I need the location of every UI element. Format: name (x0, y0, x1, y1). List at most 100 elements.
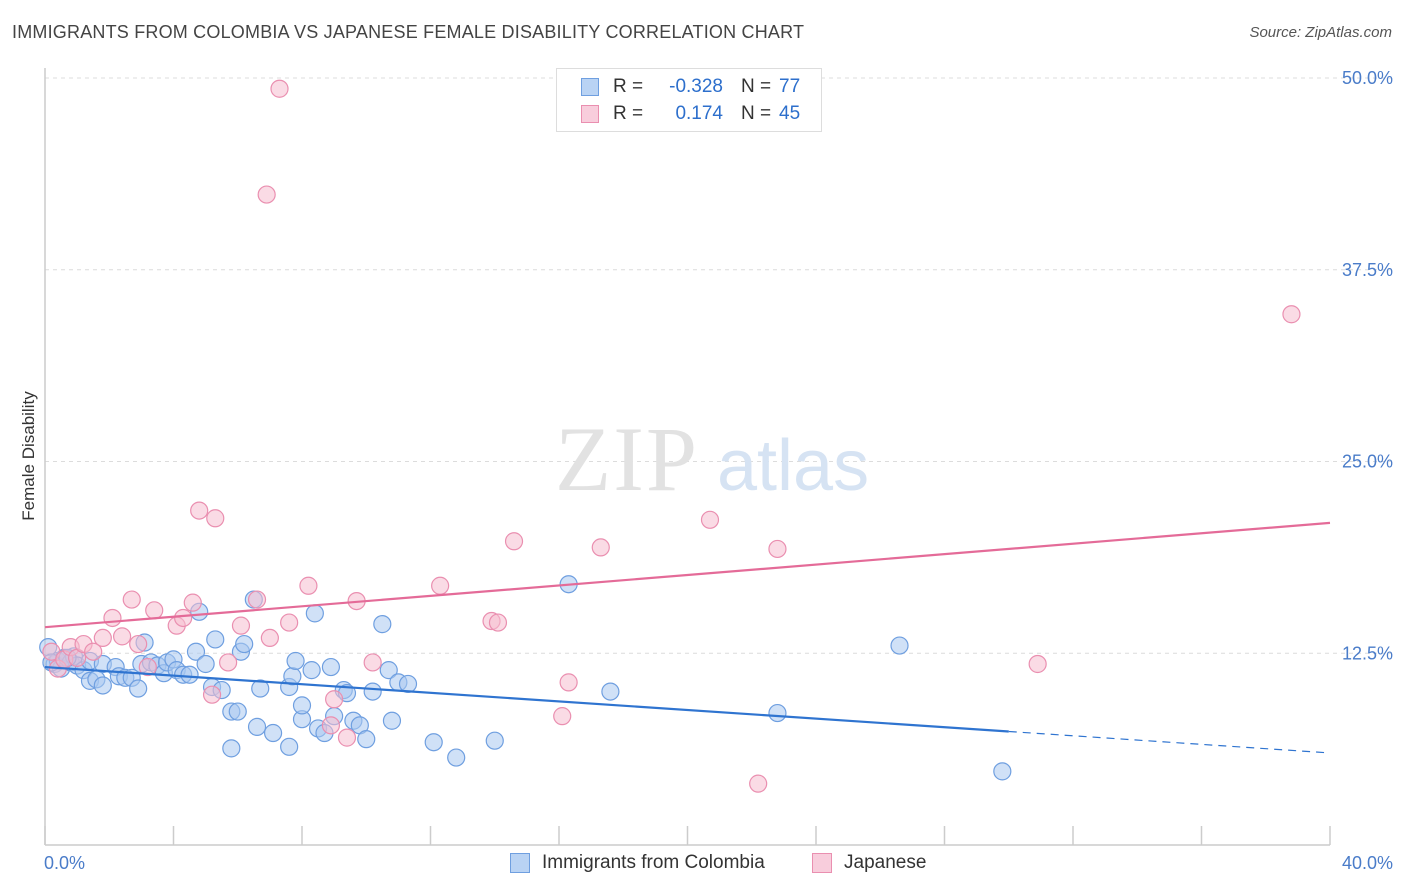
data-point-japanese (190, 501, 209, 520)
data-point-colombia (485, 731, 504, 750)
trend-line-colombia-extension (1008, 730, 1331, 754)
data-point-colombia (292, 696, 312, 715)
data-point-japanese (488, 613, 508, 632)
legend-n-label: N = (741, 103, 772, 124)
data-point-japanese (231, 616, 251, 635)
legend-r-value: 0.174 (675, 103, 723, 124)
data-point-japanese (112, 627, 132, 646)
data-point-japanese (129, 634, 148, 654)
data-point-japanese (219, 653, 238, 672)
correlation-legend: R = -0.328 N = 77 R = 0.174 N = 45 (556, 68, 822, 132)
legend-r-value: -0.328 (669, 76, 723, 97)
data-point-japanese (122, 590, 141, 609)
y-tick-label: 37.5% (1342, 260, 1393, 280)
data-point-colombia (186, 642, 206, 661)
data-point-japanese (768, 539, 787, 559)
data-point-colombia (321, 657, 341, 677)
data-point-colombia (228, 702, 247, 721)
data-point-japanese (1282, 305, 1301, 324)
data-point-colombia (363, 682, 382, 701)
data-point-japanese (504, 532, 524, 551)
data-point-colombia (251, 679, 270, 698)
legend-r-label: R = (613, 76, 644, 97)
data-point-japanese (749, 774, 768, 793)
data-point-colombia (286, 651, 305, 671)
data-point-japanese (270, 79, 289, 98)
data-point-colombia (382, 711, 402, 730)
data-point-japanese (174, 608, 193, 628)
trend-lines (44, 521, 1331, 754)
bottom-legend-label-japanese: Japanese (844, 852, 927, 873)
data-point-japanese (103, 608, 122, 628)
bottom-legend-swatch-colombia (510, 853, 530, 873)
y-tick-label: 25.0% (1342, 452, 1393, 472)
data-point-colombia (235, 634, 254, 654)
data-point-japanese (431, 576, 450, 595)
data-point-colombia (379, 661, 398, 680)
data-point-colombia (222, 739, 241, 758)
y-axis-label: Female Disability (19, 391, 38, 521)
data-point-colombia (424, 733, 443, 752)
data-point-colombia (180, 665, 199, 684)
data-point-japanese (1028, 654, 1047, 674)
data-point-colombia (93, 676, 112, 695)
y-tick-label: 12.5% (1342, 643, 1393, 663)
data-point-colombia (768, 703, 787, 723)
data-point-japanese (280, 613, 299, 632)
tick-labels: 12.5% 25.0% 37.5% 50.0% 0.0% 40.0% (44, 68, 1393, 873)
data-point-colombia (263, 723, 283, 743)
legend-n-value: 45 (779, 103, 801, 124)
data-point-japanese (700, 510, 720, 529)
legend-swatch-colombia (581, 78, 599, 96)
data-point-colombia (357, 730, 376, 749)
data-point-japanese (145, 601, 164, 620)
chart-title: IMMIGRANTS FROM COLOMBIA VS JAPANESE FEM… (12, 22, 805, 42)
watermark: ZIP atlas (555, 408, 869, 510)
data-point-colombia (305, 604, 324, 623)
bottom-legend-swatch-japanese (812, 853, 832, 873)
data-point-japanese (321, 716, 341, 735)
data-point-japanese (591, 538, 610, 557)
bottom-legend-colombia: Immigrants from Colombia (510, 852, 765, 874)
data-point-japanese (84, 642, 103, 661)
data-point-colombia (196, 654, 215, 674)
data-point-colombia (206, 630, 225, 649)
series-japanese-points (42, 79, 1301, 793)
data-point-japanese (183, 593, 202, 612)
data-point-japanese (260, 628, 279, 648)
legend-row-japanese: R = 0.174 N = 45 (581, 102, 800, 126)
legend-swatch-japanese (581, 105, 599, 123)
legend-n-value: 77 (779, 76, 801, 97)
data-point-japanese (559, 673, 578, 692)
legend-n-label: N = (741, 76, 772, 97)
watermark-zip: ZIP (555, 408, 699, 510)
data-point-japanese (553, 707, 572, 726)
x-tick-label: 40.0% (1342, 853, 1393, 873)
data-point-colombia (398, 674, 418, 694)
data-point-colombia (890, 636, 909, 655)
data-point-colombia (993, 762, 1012, 781)
source-label: Source: ZipAtlas.com (1249, 24, 1392, 41)
trend-line-japanese (44, 521, 1331, 629)
x-tick-label: 0.0% (44, 853, 85, 873)
data-point-japanese (138, 657, 157, 677)
data-point-japanese (325, 690, 344, 709)
data-point-colombia (129, 679, 148, 698)
data-point-japanese (257, 185, 276, 204)
data-point-japanese (299, 576, 318, 595)
data-point-colombia (447, 748, 466, 767)
data-point-japanese (363, 653, 382, 672)
data-point-japanese (337, 728, 357, 747)
legend-r-label: R = (613, 103, 644, 124)
data-point-colombia (280, 737, 299, 756)
data-point-japanese (93, 628, 112, 648)
data-point-colombia (247, 717, 267, 736)
bottom-legend-label-colombia: Immigrants from Colombia (542, 852, 765, 873)
watermark-atlas: atlas (717, 426, 869, 506)
data-point-japanese (202, 685, 222, 704)
data-point-colombia (302, 661, 321, 680)
legend-row-colombia: R = -0.328 N = 77 (581, 75, 800, 99)
grid-lines (45, 77, 1392, 654)
data-point-japanese (247, 590, 267, 609)
